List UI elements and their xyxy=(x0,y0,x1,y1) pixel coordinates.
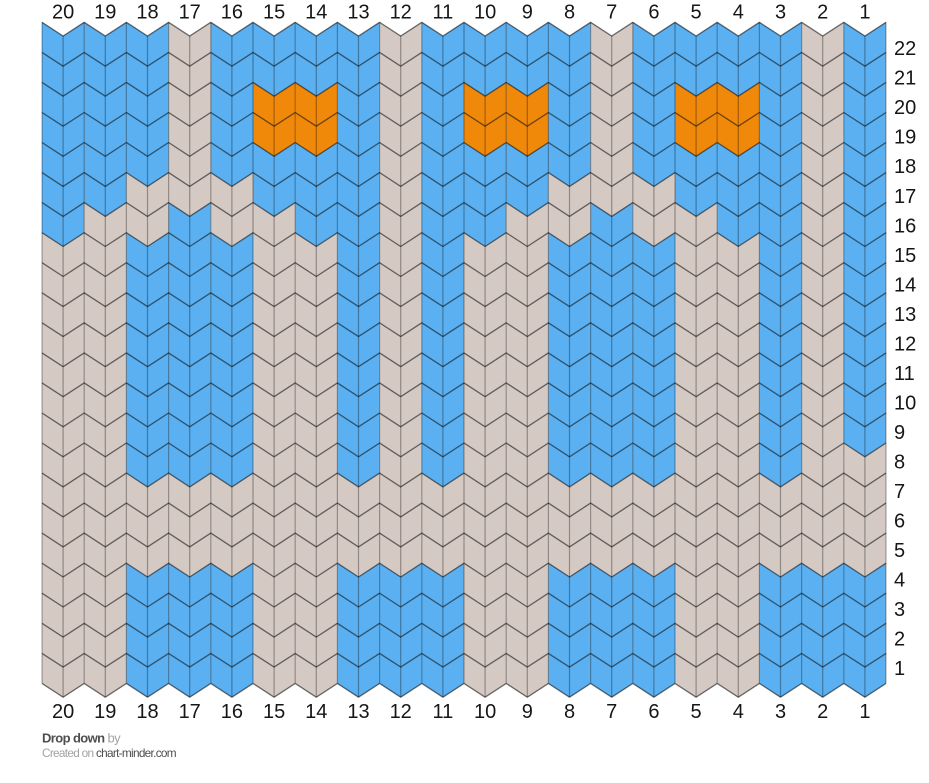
svg-text:9: 9 xyxy=(522,1,533,23)
svg-text:13: 13 xyxy=(347,1,369,23)
svg-text:8: 8 xyxy=(564,701,575,723)
svg-text:7: 7 xyxy=(894,481,905,503)
svg-text:19: 19 xyxy=(94,1,116,23)
svg-text:22: 22 xyxy=(894,38,916,60)
svg-text:18: 18 xyxy=(136,1,158,23)
svg-text:9: 9 xyxy=(894,422,905,444)
svg-text:1: 1 xyxy=(859,1,870,23)
svg-text:3: 3 xyxy=(775,1,786,23)
svg-text:14: 14 xyxy=(894,274,916,296)
svg-text:5: 5 xyxy=(894,540,905,562)
svg-text:1: 1 xyxy=(894,658,905,680)
svg-text:9: 9 xyxy=(522,701,533,723)
svg-text:2: 2 xyxy=(817,701,828,723)
svg-text:17: 17 xyxy=(179,701,201,723)
svg-text:1: 1 xyxy=(859,701,870,723)
svg-text:8: 8 xyxy=(894,452,905,474)
svg-text:21: 21 xyxy=(894,68,916,90)
svg-text:Created on chart-minder.com: Created on chart-minder.com xyxy=(42,746,177,760)
svg-text:2: 2 xyxy=(894,629,905,651)
svg-text:5: 5 xyxy=(691,701,702,723)
svg-text:7: 7 xyxy=(606,701,617,723)
svg-text:7: 7 xyxy=(606,1,617,23)
svg-text:4: 4 xyxy=(733,701,744,723)
svg-text:3: 3 xyxy=(775,701,786,723)
svg-text:11: 11 xyxy=(433,701,454,723)
svg-text:10: 10 xyxy=(474,701,496,723)
svg-text:14: 14 xyxy=(305,1,327,23)
svg-text:19: 19 xyxy=(94,701,116,723)
svg-text:19: 19 xyxy=(894,127,916,149)
svg-text:12: 12 xyxy=(390,1,412,23)
svg-text:20: 20 xyxy=(52,1,74,23)
svg-text:12: 12 xyxy=(894,333,916,355)
svg-text:16: 16 xyxy=(221,1,243,23)
svg-text:10: 10 xyxy=(894,393,916,415)
svg-text:15: 15 xyxy=(894,245,916,267)
svg-text:6: 6 xyxy=(648,1,659,23)
svg-text:10: 10 xyxy=(474,1,496,23)
svg-text:13: 13 xyxy=(347,701,369,723)
svg-text:18: 18 xyxy=(894,156,916,178)
svg-text:2: 2 xyxy=(817,1,828,23)
svg-text:8: 8 xyxy=(564,1,575,23)
svg-text:11: 11 xyxy=(894,363,915,385)
svg-text:15: 15 xyxy=(263,701,285,723)
svg-text:16: 16 xyxy=(221,701,243,723)
svg-text:17: 17 xyxy=(894,186,916,208)
svg-text:20: 20 xyxy=(894,97,916,119)
svg-text:12: 12 xyxy=(390,701,412,723)
svg-text:Drop down by: Drop down by xyxy=(42,731,121,746)
svg-text:16: 16 xyxy=(894,215,916,237)
svg-text:18: 18 xyxy=(136,701,158,723)
svg-text:13: 13 xyxy=(894,304,916,326)
svg-text:3: 3 xyxy=(894,599,905,621)
svg-text:5: 5 xyxy=(691,1,702,23)
svg-text:4: 4 xyxy=(894,570,905,592)
svg-text:11: 11 xyxy=(433,1,454,23)
svg-text:15: 15 xyxy=(263,1,285,23)
svg-text:14: 14 xyxy=(305,701,327,723)
svg-text:20: 20 xyxy=(52,701,74,723)
svg-text:6: 6 xyxy=(648,701,659,723)
svg-text:17: 17 xyxy=(179,1,201,23)
svg-text:6: 6 xyxy=(894,511,905,533)
svg-text:4: 4 xyxy=(733,1,744,23)
